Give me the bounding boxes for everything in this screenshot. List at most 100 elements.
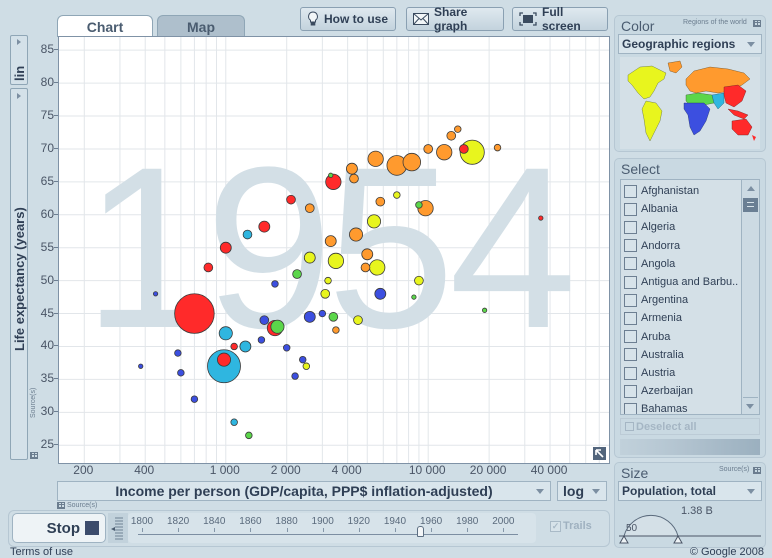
- country-bubble[interactable]: [174, 349, 182, 357]
- checkbox-icon[interactable]: [624, 202, 637, 216]
- country-bubble[interactable]: [493, 143, 502, 152]
- country-bubble[interactable]: [259, 315, 270, 325]
- y-indicator-selector[interactable]: Life expectancy (years): [10, 88, 28, 460]
- country-bubble[interactable]: [332, 326, 340, 334]
- speed-slider[interactable]: [108, 513, 128, 543]
- size-indicator-dropdown[interactable]: Population, total: [618, 481, 762, 501]
- bubble-chart[interactable]: 1954: [59, 37, 610, 464]
- country-bubble[interactable]: [415, 201, 423, 209]
- country-list-item[interactable]: Bahamas: [621, 400, 739, 414]
- country-bubble[interactable]: [257, 336, 266, 344]
- country-list-item[interactable]: Albania: [621, 200, 739, 218]
- checkbox-icon[interactable]: [624, 402, 637, 414]
- country-bubble[interactable]: [325, 173, 342, 190]
- country-bubble[interactable]: [219, 241, 232, 254]
- country-bubble[interactable]: [303, 310, 316, 323]
- country-bubble[interactable]: [402, 152, 422, 172]
- y-scale-selector[interactable]: lin: [10, 35, 28, 85]
- country-list-item[interactable]: Andorra: [621, 237, 739, 255]
- size-source-table-icon[interactable]: [753, 467, 761, 474]
- country-bubble[interactable]: [324, 235, 337, 248]
- country-bubble[interactable]: [411, 294, 417, 300]
- country-bubble[interactable]: [328, 172, 334, 178]
- country-bubble[interactable]: [303, 251, 316, 264]
- country-bubble[interactable]: [459, 144, 469, 154]
- country-bubble[interactable]: [327, 252, 345, 269]
- checkbox-icon[interactable]: [624, 311, 637, 325]
- country-bubble[interactable]: [436, 144, 453, 161]
- country-bubble[interactable]: [216, 352, 231, 367]
- country-bubble[interactable]: [367, 150, 384, 167]
- country-list-item[interactable]: Austria: [621, 364, 739, 382]
- country-bubble[interactable]: [177, 369, 185, 377]
- country-bubble[interactable]: [291, 372, 299, 380]
- country-bubble[interactable]: [482, 307, 488, 313]
- country-bubble[interactable]: [318, 309, 327, 318]
- x-scale-dropdown[interactable]: log: [557, 481, 607, 501]
- country-bubble[interactable]: [369, 259, 386, 276]
- country-list-item[interactable]: Argentina: [621, 291, 739, 309]
- zoom-reset-button[interactable]: [593, 447, 606, 460]
- country-bubble[interactable]: [367, 214, 382, 229]
- checkbox-icon[interactable]: [624, 348, 637, 362]
- country-list-item[interactable]: Azerbaijan: [621, 382, 739, 400]
- country-bubble[interactable]: [230, 342, 238, 351]
- year-timeline[interactable]: 1800 1820 1840 1860 1880 1900 1920 1940 1960 1980…: [128, 513, 536, 543]
- country-bubble[interactable]: [361, 248, 374, 261]
- y-source-table-icon[interactable]: [30, 452, 38, 459]
- country-bubble[interactable]: [239, 340, 252, 353]
- country-bubble[interactable]: [292, 269, 302, 279]
- country-bubble[interactable]: [174, 293, 215, 334]
- checkbox-icon[interactable]: [624, 366, 637, 380]
- country-bubble[interactable]: [446, 130, 457, 141]
- terms-of-use-link[interactable]: Terms of use: [10, 546, 73, 558]
- country-bubble[interactable]: [270, 319, 285, 334]
- chart-plot-area[interactable]: 1954: [58, 36, 610, 464]
- deselect-all-button[interactable]: Deselect all: [620, 418, 760, 435]
- stop-button[interactable]: Stop: [12, 513, 106, 543]
- checkbox-icon[interactable]: [624, 257, 637, 271]
- country-list-item[interactable]: Antigua and Barbu...: [621, 273, 739, 291]
- country-list-item[interactable]: Angola: [621, 255, 739, 273]
- country-bubble[interactable]: [271, 280, 279, 288]
- country-list-item[interactable]: Algeria: [621, 218, 739, 236]
- country-list[interactable]: Afghanistan Albania Algeria Andorra Angola An…: [620, 179, 760, 415]
- country-bubble[interactable]: [283, 344, 291, 352]
- country-bubble[interactable]: [328, 312, 339, 322]
- country-bubble[interactable]: [414, 275, 424, 286]
- country-bubble[interactable]: [299, 355, 307, 364]
- country-bubble[interactable]: [152, 291, 159, 297]
- full-screen-button[interactable]: Full screen: [512, 5, 608, 33]
- country-bubble[interactable]: [375, 196, 386, 207]
- color-source-link[interactable]: Regions of the world: [683, 19, 747, 26]
- checkbox-icon[interactable]: [624, 184, 637, 198]
- checkbox-icon[interactable]: [624, 384, 637, 398]
- share-graph-button[interactable]: Share graph: [406, 5, 504, 33]
- scrollbar-thumb[interactable]: [743, 198, 758, 212]
- x-source-link[interactable]: Source(s): [57, 502, 97, 509]
- country-bubble[interactable]: [302, 362, 311, 370]
- country-list-item[interactable]: Armenia: [621, 309, 739, 327]
- timeline-track[interactable]: [138, 534, 518, 535]
- size-range-slider[interactable]: [615, 503, 767, 547]
- year-slider-thumb[interactable]: [417, 526, 425, 537]
- country-bubble[interactable]: [374, 287, 387, 300]
- tab-map[interactable]: Map: [157, 15, 245, 37]
- region-map[interactable]: [620, 57, 760, 149]
- country-bubble[interactable]: [230, 418, 238, 426]
- color-source-table-icon[interactable]: [753, 20, 761, 27]
- country-bubble[interactable]: [324, 276, 332, 285]
- list-scrollbar[interactable]: [741, 180, 759, 414]
- country-bubble[interactable]: [218, 326, 233, 341]
- country-bubble[interactable]: [423, 144, 433, 154]
- country-list-item[interactable]: Australia: [621, 346, 739, 364]
- country-bubble[interactable]: [538, 215, 544, 221]
- country-bubble[interactable]: [304, 203, 315, 214]
- country-bubble[interactable]: [320, 288, 331, 299]
- country-bubble[interactable]: [245, 431, 253, 440]
- trails-checkbox[interactable]: ✓ Trails: [550, 520, 592, 532]
- tab-chart[interactable]: Chart: [57, 15, 153, 37]
- country-bubble[interactable]: [138, 363, 144, 369]
- checkbox-icon[interactable]: [624, 275, 637, 289]
- checkbox-icon[interactable]: [624, 293, 637, 307]
